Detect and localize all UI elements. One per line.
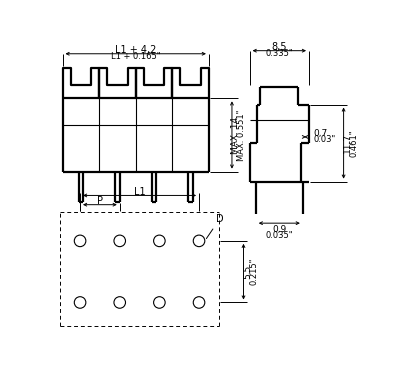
Text: 0,7: 0,7: [314, 129, 328, 138]
Text: L1: L1: [134, 187, 145, 197]
Text: P: P: [97, 196, 103, 206]
Text: 8,5: 8,5: [272, 42, 287, 52]
Text: 0,9: 0,9: [272, 226, 286, 234]
Text: 0.03": 0.03": [314, 135, 336, 144]
Text: D: D: [206, 214, 224, 239]
Text: 0.335": 0.335": [266, 49, 293, 58]
Text: 5,5: 5,5: [243, 265, 252, 279]
Text: MAX. 14: MAX. 14: [231, 116, 240, 154]
Text: 0.035": 0.035": [266, 231, 293, 240]
Text: 11,7: 11,7: [343, 133, 352, 153]
Text: L1 + 0.165": L1 + 0.165": [111, 52, 160, 61]
Text: 0.461": 0.461": [349, 129, 358, 157]
Text: MAX. 0.551": MAX. 0.551": [238, 109, 246, 161]
Text: L1 + 4,2: L1 + 4,2: [115, 45, 156, 55]
Text: 0.215": 0.215": [249, 258, 258, 285]
